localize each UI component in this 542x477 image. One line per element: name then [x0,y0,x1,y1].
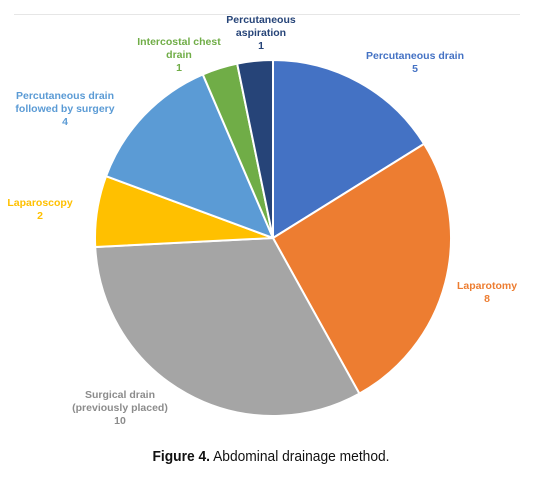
slice-label-line: drain [166,49,192,61]
pie-slice-0 [272,58,426,240]
pie-slice-4 [104,73,275,240]
slice-label-line: Laparoscopy [7,197,73,209]
slice-label-0: Percutaneous drain 5 [366,50,464,75]
slice-label-line: Percutaneous drain [366,50,464,62]
slice-label-4: Percutaneous drain followed by surgery 4 [15,90,114,128]
slice-label-line: 2 [37,210,43,222]
slice-label-line: 4 [62,116,68,128]
slice-label-5: Intercostal chest drain 1 [137,36,221,74]
pie-slice-6 [235,58,274,239]
caption-prefix: Figure 4. [152,448,210,465]
slice-label-line: 5 [412,63,418,75]
slice-label-line: Intercostal chest [137,36,221,48]
figure-caption: Figure 4. Abdominal drainage method. [22,448,521,465]
slice-label-line: 10 [114,415,126,427]
slice-label-line: 8 [484,293,490,305]
slice-label-3: Laparoscopy 2 [7,197,73,222]
slice-label-line: Laparotomy [457,280,517,292]
slice-label-2: Surgical drain (previously placed) 10 [72,389,168,427]
pie-slices [94,58,452,417]
slice-label-line: Surgical drain [85,389,155,401]
top-rule [14,14,520,15]
slice-label-6: Percutaneous aspiration 1 [226,14,296,52]
slice-label-line: Percutaneous [226,14,296,26]
slice-label-line: 1 [176,62,182,74]
slice-label-line: Percutaneous drain [16,90,114,102]
slice-label-line: 1 [258,40,264,52]
slice-label-1: Laparotomy 8 [457,280,517,305]
slice-label-line: (previously placed) [72,402,168,414]
slice-label-line: aspiration [236,27,286,39]
caption-text: Abdominal drainage method. [209,448,390,465]
slice-label-line: followed by surgery [15,103,114,115]
pie-slice-1 [271,142,452,395]
pie-slice-2 [94,236,361,417]
